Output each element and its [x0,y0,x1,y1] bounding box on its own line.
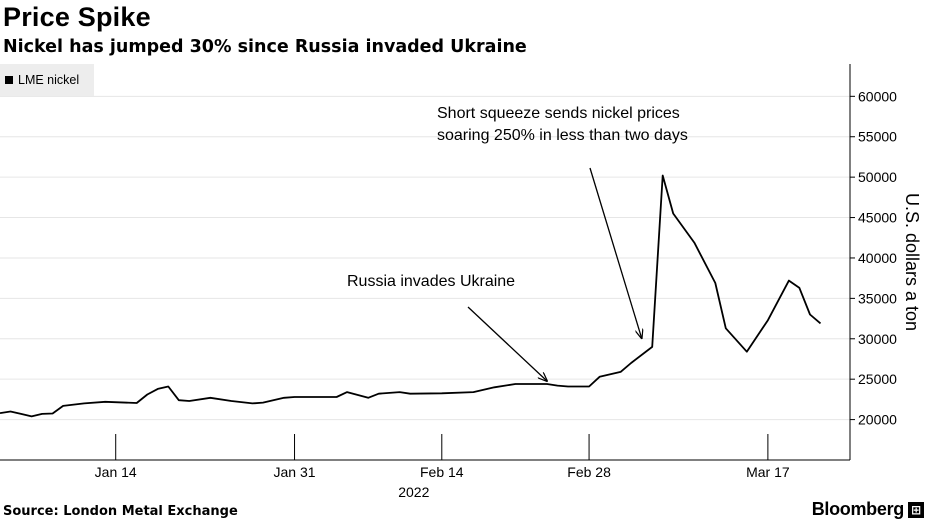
brand-name: Bloomberg [811,499,905,519]
brand-logo: Bloomberg ⊞ [812,499,924,520]
source-note: Source: London Metal Exchange [3,504,238,519]
series-line-0 [0,174,822,418]
legend: LME nickel [0,64,94,96]
grid-layer [0,95,850,421]
y-tick-label: 45000 [858,210,897,226]
y-tick-label: 60000 [858,88,897,104]
x-tick-label: Jan 14 [95,464,137,480]
annotation-layer: Russia invades Ukraine Short squeeze send… [347,105,688,381]
y-tick-label: 40000 [858,250,897,266]
bloomberg-terminal-icon: ⊞ [908,501,924,518]
annotation-arrow [589,167,642,338]
axis-layer: 20000 25000 30000 35000 40000 45000 50000 55000… [0,64,922,500]
y-tick-label: 20000 [858,412,897,428]
y-tick-label: 30000 [858,331,897,347]
annotation-arrow [467,306,547,381]
y-axis-label: U.S. dollars a ton [902,193,922,331]
chart-subtitle: Nickel has jumped 30% since Russia invad… [3,37,527,57]
legend-label: LME nickel [18,73,80,87]
x-tick-label: Feb 28 [567,464,611,480]
x-tick-label: Mar 17 [746,464,790,480]
y-tick-label: 35000 [858,290,897,306]
y-tick-label: 50000 [858,169,897,185]
legend-swatch [5,76,13,84]
x-tick-label: Jan 31 [274,464,316,480]
x-tick-label: Feb 14 [420,464,464,480]
series-layer [0,174,822,418]
y-tick-label: 55000 [858,129,897,145]
x-year-label: 2022 [398,484,429,500]
y-tick-label: 25000 [858,371,897,387]
annotation-text: Russia invades Ukraine [347,273,515,290]
annotation-text: Short squeeze sends nickel prices [437,105,680,122]
annotation-text: soaring 250% in less than two days [437,127,688,144]
chart-title: Price Spike [3,2,151,32]
